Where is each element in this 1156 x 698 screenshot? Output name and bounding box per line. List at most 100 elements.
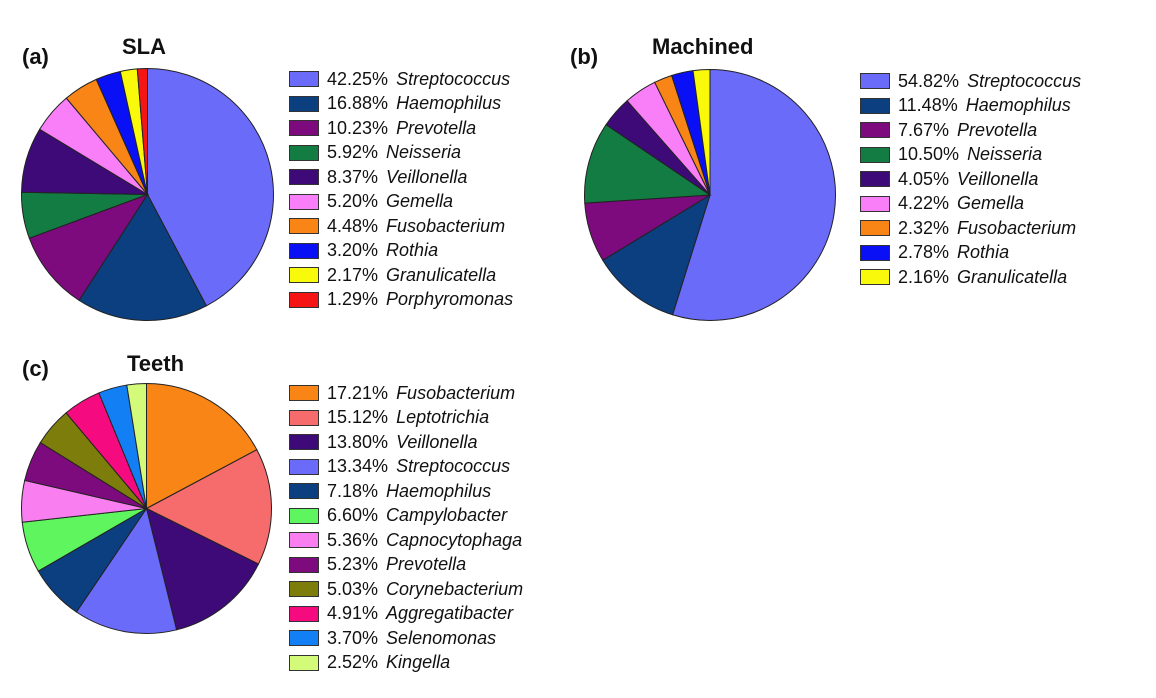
pie-slice-porphyromonas <box>136 67 148 195</box>
legend-item: 10.23% Prevotella <box>289 116 513 141</box>
pie-chart-teeth <box>21 382 272 634</box>
legend-item: 2.78% Rothia <box>860 241 1081 266</box>
pie-slice-veillonella <box>145 507 260 631</box>
legend-item: 8.37% Veillonella <box>289 165 513 190</box>
legend-percent: 15.12% <box>327 407 389 428</box>
pie-slice-leptotrichia <box>145 449 272 565</box>
legend-percent: 10.23% <box>327 117 389 138</box>
legend-percent: 6.60% <box>327 505 379 526</box>
legend-swatch <box>289 218 319 235</box>
legend-label: Gemella <box>957 193 1025 214</box>
legend-label: Rothia <box>957 242 1010 263</box>
legend-percent: 17.21% <box>327 382 389 403</box>
pie-slice-neisseria <box>584 123 712 204</box>
legend-item: 16.88% Haemophilus <box>289 92 513 117</box>
legend-swatch <box>289 267 319 284</box>
legend-percent: 4.48% <box>327 215 379 236</box>
legend-percent: 54.82% <box>898 70 960 91</box>
legend-item: 13.80% Veillonella <box>289 430 523 455</box>
legend-swatch <box>289 630 319 647</box>
legend-label: Veillonella <box>957 168 1039 189</box>
legend-percent: 5.92% <box>327 142 379 163</box>
legend-label: Fusobacterium <box>386 215 506 236</box>
legend-percent: 5.23% <box>327 554 379 575</box>
legend-swatch <box>289 71 319 88</box>
legend-label: Haemophilus <box>965 95 1071 116</box>
legend-label: Campylobacter <box>386 505 508 526</box>
chart-title: SLA <box>122 34 166 59</box>
legend-percent: 1.29% <box>327 289 379 310</box>
legend-label: Porphyromonas <box>386 289 514 310</box>
legend-label: Veillonella <box>386 166 468 187</box>
legend-swatch <box>860 73 890 90</box>
legend-item: 2.16% Granulicatella <box>860 265 1081 290</box>
legend-label: Streptococcus <box>967 70 1082 91</box>
legend-item: 4.48% Fusobacterium <box>289 214 513 239</box>
legend-swatch <box>289 581 319 598</box>
legend-percent: 7.18% <box>327 480 379 501</box>
legend-item: 5.03% Corynebacterium <box>289 577 523 602</box>
pie-chart-sla <box>21 67 274 321</box>
legend-item: 4.91% Aggregatibacter <box>289 602 523 627</box>
legend-swatch <box>289 193 319 210</box>
legend-machined: 54.82% Streptococcus 11.48% Haemophilus 7.67… <box>860 69 1081 290</box>
legend-percent: 13.34% <box>327 456 389 477</box>
legend-item: 11.48% Haemophilus <box>860 94 1081 119</box>
legend-swatch <box>860 195 890 212</box>
legend-item: 2.52% Kingella <box>289 651 523 676</box>
legend-percent: 7.67% <box>898 119 950 140</box>
legend-item: 7.67% Prevotella <box>860 118 1081 143</box>
legend-label: Aggregatibacter <box>386 603 514 624</box>
legend-item: 42.25% Streptococcus <box>289 67 513 92</box>
pie-slice-streptococcus <box>671 68 836 321</box>
pie-slice-prevotella <box>28 193 149 301</box>
legend-swatch <box>860 146 890 163</box>
legend-percent: 2.16% <box>898 266 950 287</box>
legend-swatch <box>289 120 319 137</box>
legend-label: Fusobacterium <box>957 217 1077 238</box>
pie-slice-haemophilus <box>78 193 208 321</box>
legend-percent: 10.50% <box>898 144 960 165</box>
legend-percent: 42.25% <box>327 68 389 89</box>
legend-percent: 4.91% <box>327 603 379 624</box>
legend-percent: 5.20% <box>327 191 379 212</box>
legend-label: Granulicatella <box>386 264 497 285</box>
legend-swatch <box>289 483 319 500</box>
legend-label: Veillonella <box>396 431 478 452</box>
legend-label: Neisseria <box>967 144 1043 165</box>
legend-item: 1.29% Porphyromonas <box>289 288 513 313</box>
legend-percent: 5.03% <box>327 578 379 599</box>
legend-item: 54.82% Streptococcus <box>860 69 1081 94</box>
legend-label: Granulicatella <box>957 266 1068 287</box>
legend-item: 4.05% Veillonella <box>860 167 1081 192</box>
legend-swatch <box>860 269 890 286</box>
legend-label: Selenomonas <box>386 627 497 648</box>
legend-item: 5.23% Prevotella <box>289 553 523 578</box>
legend-sla: 42.25% Streptococcus 16.88% Haemophilus 10.2… <box>289 67 513 312</box>
legend-percent: 3.20% <box>327 240 379 261</box>
legend-swatch <box>289 654 319 671</box>
legend-item: 2.32% Fusobacterium <box>860 216 1081 241</box>
legend-swatch <box>289 242 319 259</box>
pie-slice-granulicatella <box>692 68 711 196</box>
legend-label: Neisseria <box>386 142 462 163</box>
pie-slice-streptococcus <box>147 67 274 307</box>
legend-swatch <box>860 244 890 261</box>
legend-label: Prevotella <box>396 117 477 138</box>
legend-swatch <box>289 458 319 475</box>
legend-swatch <box>860 171 890 188</box>
legend-swatch <box>289 556 319 573</box>
legend-label: Capnocytophaga <box>386 529 523 550</box>
legend-item: 7.18% Haemophilus <box>289 479 523 504</box>
legend-item: 5.36% Capnocytophaga <box>289 528 523 553</box>
legend-item: 17.21% Fusobacterium <box>289 381 523 406</box>
panel-label: (b) <box>570 44 599 69</box>
legend-percent: 5.36% <box>327 529 379 550</box>
panel-label: (c) <box>22 356 49 381</box>
legend-item: 6.60% Campylobacter <box>289 504 523 529</box>
legend-percent: 2.17% <box>327 264 379 285</box>
pie-slice-kingella <box>126 382 147 509</box>
legend-label: Rothia <box>386 240 439 261</box>
legend-percent: 2.78% <box>898 242 950 263</box>
legend-item: 4.22% Gemella <box>860 192 1081 217</box>
